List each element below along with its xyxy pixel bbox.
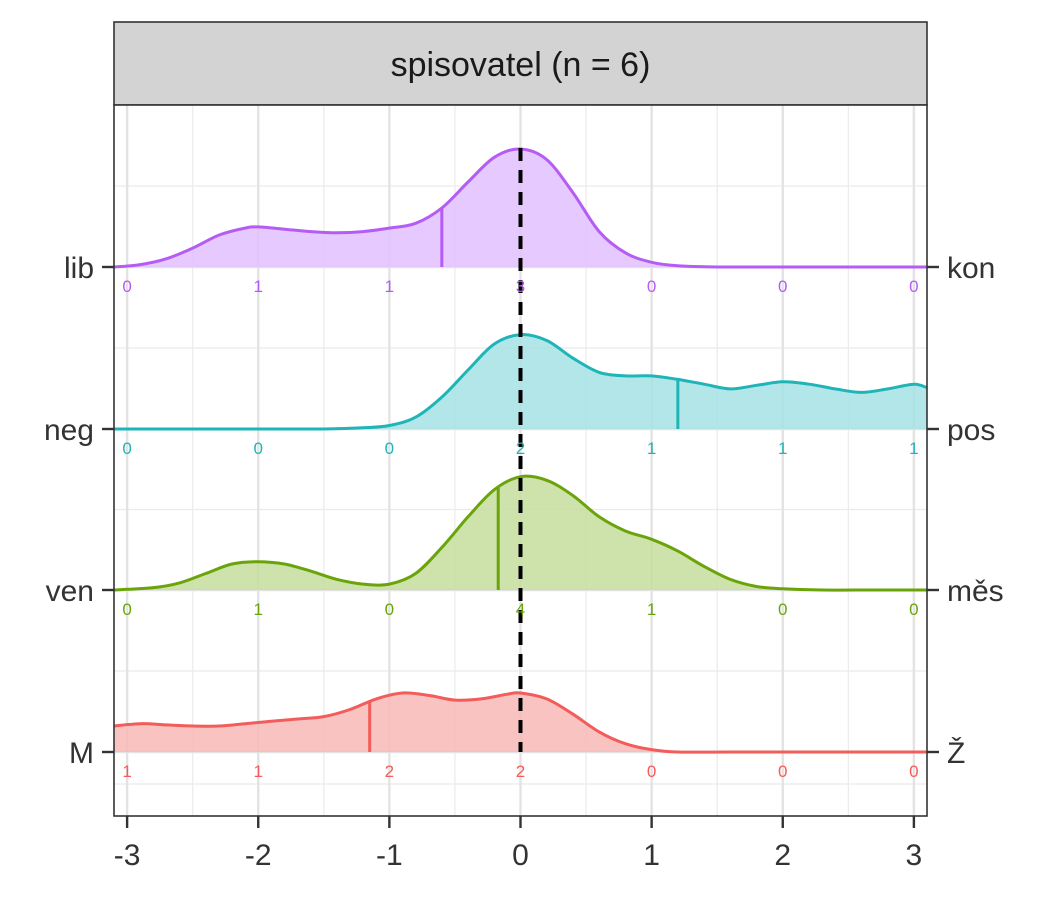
count-label-neg-4: 1 xyxy=(647,439,656,458)
count-label-ven-1: 1 xyxy=(254,600,263,619)
count-label-ven-2: 0 xyxy=(385,600,394,619)
y-label-right-kon: kon xyxy=(947,252,995,285)
ridge-lib xyxy=(113,147,927,269)
x-tick-label-6: 3 xyxy=(906,839,923,872)
count-label-lib-6: 0 xyxy=(909,277,918,296)
ridge-line-M xyxy=(113,691,927,754)
facet-strip-title: spisovatel (n = 6) xyxy=(391,46,651,84)
count-label-M-5: 0 xyxy=(778,762,787,781)
count-label-ven-3: 4 xyxy=(516,600,525,619)
count-label-neg-6: 1 xyxy=(909,439,918,458)
count-label-M-3: 2 xyxy=(516,762,525,781)
count-label-lib-1: 1 xyxy=(254,277,263,296)
ridge-area-neg xyxy=(114,334,927,430)
x-tick-label-2: -1 xyxy=(376,839,403,872)
x-tick-label-4: 1 xyxy=(643,839,660,872)
count-label-neg-0: 0 xyxy=(122,439,131,458)
count-label-neg-2: 0 xyxy=(385,439,394,458)
count-label-neg-3: 2 xyxy=(516,439,525,458)
count-label-M-1: 1 xyxy=(254,762,263,781)
x-tick-label-3: 0 xyxy=(512,839,529,872)
y-label-right-pos: pos xyxy=(947,414,995,447)
count-labels: 0 1 1 3 0 0 0 0 0 0 2 1 1 1 0 1 0 4 1 0 0 1 1 2 2 0 0 0 xyxy=(122,277,918,781)
ridge-line-ven xyxy=(113,474,927,592)
count-label-ven-0: 0 xyxy=(122,600,131,619)
count-label-ven-5: 0 xyxy=(778,600,787,619)
count-label-neg-1: 0 xyxy=(254,439,263,458)
count-label-lib-2: 1 xyxy=(385,277,394,296)
x-tick-label-0: -3 xyxy=(114,839,141,872)
y-label-left-neg: neg xyxy=(44,414,94,447)
count-label-lib-3: 3 xyxy=(516,277,525,296)
count-label-lib-5: 0 xyxy=(778,277,787,296)
ridge-line-neg xyxy=(113,333,928,431)
x-tick-label-1: -2 xyxy=(245,839,272,872)
count-label-M-0: 1 xyxy=(122,762,131,781)
count-label-ven-4: 1 xyxy=(647,600,656,619)
y-label-left-M: M xyxy=(69,737,94,770)
count-label-M-6: 0 xyxy=(909,762,918,781)
x-tick-label-5: 2 xyxy=(774,839,791,872)
count-label-lib-0: 0 xyxy=(122,277,131,296)
count-label-neg-5: 1 xyxy=(778,439,787,458)
ridge-line-lib xyxy=(113,147,927,269)
count-label-ven-6: 0 xyxy=(909,600,918,619)
axes: lib kon neg pos ven měs M Ž -3 -2 -1 0 1 2 3 xyxy=(44,252,1004,872)
y-label-right-měs: měs xyxy=(947,575,1004,608)
ridge-area-lib xyxy=(114,148,927,268)
facet-strip xyxy=(113,21,928,106)
count-label-M-2: 2 xyxy=(385,762,394,781)
count-label-lib-4: 0 xyxy=(647,277,656,296)
ridge-neg xyxy=(113,333,928,431)
y-label-right-Ž: Ž xyxy=(947,737,965,770)
count-label-M-4: 0 xyxy=(647,762,656,781)
y-label-left-lib: lib xyxy=(64,252,94,285)
y-label-left-ven: ven xyxy=(46,575,94,608)
